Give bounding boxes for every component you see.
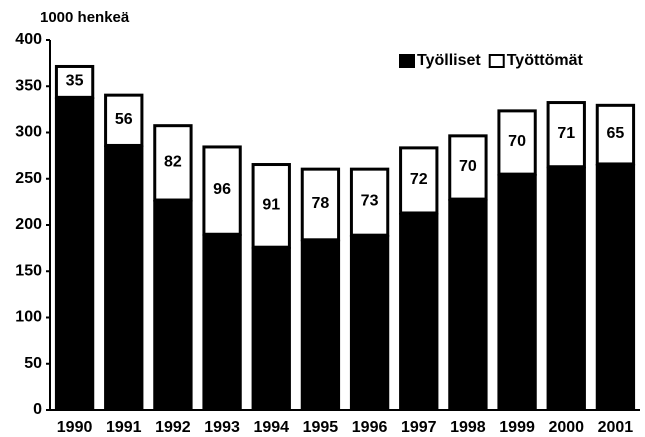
- bar-segment: [349, 167, 390, 237]
- y-tick-label: 0: [33, 401, 42, 418]
- x-tick-label: 1998: [450, 419, 486, 436]
- value-label: 82: [164, 153, 182, 170]
- bar-segment: [448, 134, 488, 201]
- bar-segment: [300, 239, 341, 410]
- bar-segment: [104, 93, 144, 147]
- bar-segment: [300, 167, 341, 242]
- value-label: 72: [410, 171, 428, 188]
- value-label: 255: [504, 295, 531, 312]
- bar-segment: [202, 145, 242, 236]
- x-tick-label: 2001: [598, 419, 634, 436]
- x-tick-label: 1993: [204, 419, 240, 436]
- x-tick-label: 1996: [352, 419, 388, 436]
- value-label: 70: [508, 133, 526, 150]
- value-label: 91: [262, 196, 280, 213]
- value-label: 73: [361, 193, 379, 210]
- y-tick-label: 150: [15, 262, 42, 279]
- bar-segment: [497, 174, 537, 410]
- value-label: 227: [160, 307, 187, 324]
- x-tick-label: 1990: [57, 419, 93, 436]
- bar-segment: [153, 200, 193, 410]
- y-axis-label: 1000 henkeä: [40, 9, 130, 26]
- value-label: 70: [459, 158, 477, 175]
- value-label: 71: [557, 125, 575, 142]
- y-tick-label: 50: [24, 355, 42, 372]
- x-tick-label: 1997: [401, 419, 437, 436]
- y-tick-label: 250: [15, 170, 42, 187]
- bar-segment: [497, 109, 537, 176]
- value-label: 56: [115, 111, 133, 128]
- value-label: 176: [258, 328, 285, 345]
- bar-segment: [54, 97, 95, 410]
- value-label: 184: [307, 325, 334, 342]
- bar-segment: [399, 146, 439, 215]
- bar-segment: [546, 101, 586, 169]
- x-tick-label: 1991: [106, 419, 142, 436]
- bar-segment: [251, 247, 291, 410]
- x-tick-label: 1999: [499, 419, 535, 436]
- bar-segment: [595, 163, 636, 410]
- y-tick-label: 200: [15, 216, 42, 233]
- bar-segment: [202, 234, 242, 410]
- legend-swatch: [488, 54, 505, 68]
- y-tick-label: 350: [15, 77, 42, 94]
- legend-label: Työttömät: [507, 52, 584, 69]
- value-label: 213: [405, 313, 432, 330]
- value-label: 78: [312, 195, 330, 212]
- value-label: 263: [553, 292, 580, 309]
- bar-segment: [448, 199, 488, 410]
- bar-segment: [546, 166, 586, 410]
- legend-swatch: [399, 54, 415, 68]
- y-tick-label: 300: [15, 124, 42, 141]
- bar-segment: [54, 64, 95, 99]
- bar-segment: [349, 235, 390, 410]
- x-tick-label: 1995: [303, 419, 339, 436]
- x-tick-label: 2000: [548, 419, 584, 436]
- bar-segment: [153, 124, 193, 202]
- value-label: 190: [209, 322, 236, 339]
- value-label: 96: [213, 181, 231, 198]
- y-tick-label: 400: [15, 31, 42, 48]
- value-label: 228: [455, 306, 482, 323]
- x-tick-label: 1992: [155, 419, 191, 436]
- value-label: 189: [356, 323, 383, 340]
- bar-segment: [104, 145, 144, 410]
- legend-label: Työlliset: [417, 52, 481, 69]
- value-label: 65: [607, 125, 625, 142]
- value-label: 338: [61, 261, 88, 278]
- bar-segment: [595, 103, 636, 166]
- value-label: 35: [66, 72, 84, 89]
- value-label: 286: [110, 282, 137, 299]
- bar-segment: [251, 163, 291, 249]
- value-label: 266: [602, 290, 629, 307]
- y-tick-label: 100: [15, 309, 42, 326]
- x-tick-label: 1994: [253, 419, 289, 436]
- bar-segment: [399, 212, 439, 410]
